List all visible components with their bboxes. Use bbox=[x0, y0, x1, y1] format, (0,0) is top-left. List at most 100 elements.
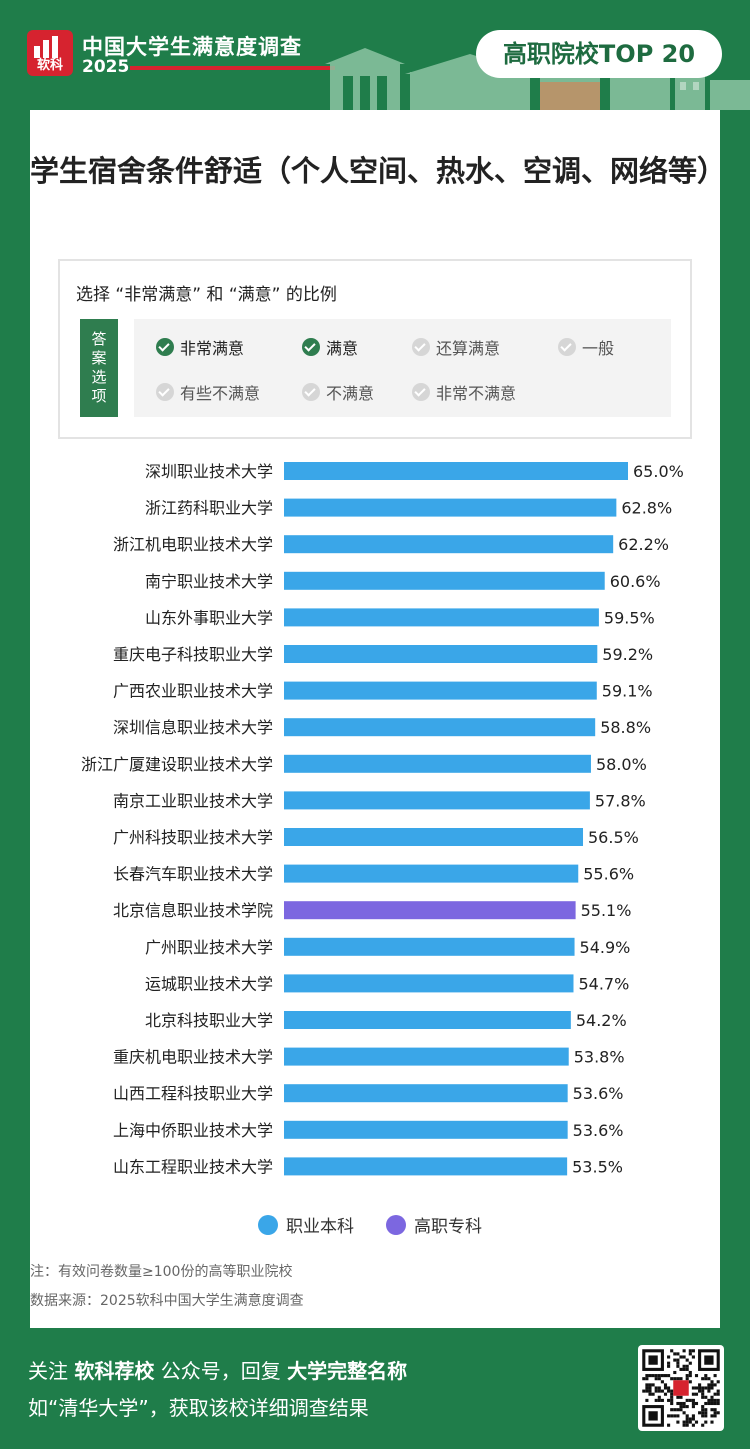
qr-module bbox=[673, 1358, 677, 1362]
qr-module bbox=[701, 1377, 705, 1381]
qr-module bbox=[676, 1408, 680, 1412]
answer-options-tag: 答案选项 bbox=[80, 319, 118, 417]
qr-module bbox=[688, 1417, 692, 1421]
footer-line-1: 关注 软科荐校 公众号，回复 大学完整名称 bbox=[28, 1355, 407, 1384]
qr-module bbox=[654, 1377, 658, 1381]
qr-module bbox=[710, 1398, 714, 1402]
answer-option-4: 一般 bbox=[558, 335, 614, 359]
qr-module bbox=[676, 1361, 680, 1365]
qr-module bbox=[688, 1361, 692, 1365]
qr-module bbox=[688, 1349, 692, 1353]
category-label: 山东外事职业大学 bbox=[145, 608, 273, 627]
qr-module bbox=[688, 1370, 692, 1375]
value-label: 55.1% bbox=[581, 901, 632, 920]
qr-module bbox=[704, 1374, 708, 1378]
qr-module bbox=[701, 1411, 705, 1415]
qr-module bbox=[691, 1398, 695, 1402]
qr-module bbox=[663, 1392, 668, 1396]
qr-module bbox=[713, 1401, 717, 1406]
qr-module bbox=[710, 1408, 714, 1412]
qr-module bbox=[707, 1377, 711, 1381]
qr-module bbox=[670, 1377, 674, 1381]
qr-module bbox=[710, 1420, 714, 1424]
qr-module bbox=[648, 1392, 652, 1396]
qr-module bbox=[670, 1389, 674, 1393]
qr-center-logo bbox=[673, 1380, 689, 1396]
qr-module bbox=[679, 1395, 683, 1399]
qr-module bbox=[710, 1383, 714, 1387]
qr-module bbox=[657, 1386, 661, 1390]
qr-module bbox=[707, 1401, 711, 1406]
qr-module bbox=[645, 1383, 649, 1387]
bar bbox=[284, 1084, 568, 1103]
qr-module bbox=[713, 1398, 717, 1402]
value-label: 53.6% bbox=[573, 1121, 624, 1140]
bar bbox=[284, 681, 597, 700]
qr-module bbox=[673, 1414, 677, 1418]
value-label: 54.7% bbox=[578, 974, 629, 993]
qr-module bbox=[679, 1408, 683, 1412]
bar bbox=[284, 1120, 568, 1139]
qr-module bbox=[698, 1386, 702, 1390]
qr-module bbox=[707, 1389, 711, 1393]
qr-module bbox=[701, 1408, 705, 1412]
qr-module bbox=[716, 1380, 720, 1384]
qr-module bbox=[694, 1401, 699, 1406]
qr-module bbox=[673, 1352, 677, 1356]
bar-chart: 深圳职业技术大学 65.0% 浙江药科职业大学 62.8% 浙江机电职业技术大学 62.2… bbox=[81, 462, 684, 1176]
value-label: 58.0% bbox=[596, 755, 647, 774]
category-label: 深圳信息职业技术大学 bbox=[113, 718, 273, 737]
qr-module bbox=[701, 1414, 705, 1418]
title-underline bbox=[130, 66, 335, 70]
value-label: 59.1% bbox=[602, 682, 653, 701]
qr-module bbox=[685, 1423, 689, 1427]
qr-module bbox=[660, 1380, 664, 1384]
legend-label-zhuanke: 高职专科 bbox=[414, 1217, 482, 1237]
category-label: 浙江机电职业技术大学 bbox=[113, 535, 273, 554]
qr-module bbox=[682, 1411, 686, 1415]
qr-code[interactable] bbox=[638, 1345, 724, 1431]
logo-bars-icon bbox=[34, 36, 66, 58]
category-label: 山东工程职业技术大学 bbox=[113, 1157, 273, 1176]
qr-module bbox=[645, 1398, 649, 1402]
qr-module bbox=[710, 1395, 714, 1399]
survey-title: 中国大学生满意度调查 bbox=[82, 35, 302, 59]
answer-option-label: 满意 bbox=[326, 339, 359, 358]
survey-year: 2025 bbox=[82, 57, 130, 77]
category-label: 北京科技职业大学 bbox=[145, 1011, 273, 1030]
qr-module bbox=[648, 1386, 652, 1390]
qr-module bbox=[688, 1420, 692, 1424]
category-label: 上海中侨职业技术大学 bbox=[113, 1121, 273, 1140]
value-label: 53.8% bbox=[574, 1048, 625, 1067]
qr-module bbox=[691, 1392, 695, 1396]
answer-options-area bbox=[134, 319, 671, 417]
value-label: 59.2% bbox=[602, 645, 653, 664]
value-label: 65.0% bbox=[633, 462, 684, 481]
bar bbox=[284, 754, 591, 773]
qr-module bbox=[679, 1401, 683, 1406]
qr-module bbox=[670, 1408, 674, 1412]
qr-module bbox=[694, 1420, 699, 1424]
qr-module bbox=[682, 1364, 686, 1368]
qr-module bbox=[710, 1414, 714, 1418]
qr-module bbox=[676, 1377, 680, 1381]
qr-module bbox=[673, 1377, 677, 1381]
answer-option-3: 还算满意 bbox=[412, 335, 500, 359]
footer-keyword: 大学完整名称 bbox=[287, 1359, 408, 1383]
answer-option-label: 还算满意 bbox=[436, 339, 501, 358]
qr-module bbox=[645, 1377, 649, 1381]
bar bbox=[284, 1047, 569, 1066]
qr-module bbox=[685, 1398, 689, 1402]
qr-module bbox=[648, 1383, 652, 1387]
qr-module bbox=[663, 1383, 668, 1387]
qr-module bbox=[645, 1374, 649, 1378]
qr-module bbox=[657, 1377, 661, 1381]
footer bbox=[0, 1328, 750, 1449]
category-label: 重庆电子科技职业大学 bbox=[113, 645, 273, 664]
bar bbox=[284, 974, 574, 993]
value-label: 62.8% bbox=[621, 499, 672, 518]
qr-module bbox=[685, 1405, 689, 1409]
qr-module bbox=[676, 1414, 680, 1418]
category-label: 浙江广厦建设职业技术大学 bbox=[81, 755, 273, 774]
qr-module bbox=[663, 1374, 668, 1378]
